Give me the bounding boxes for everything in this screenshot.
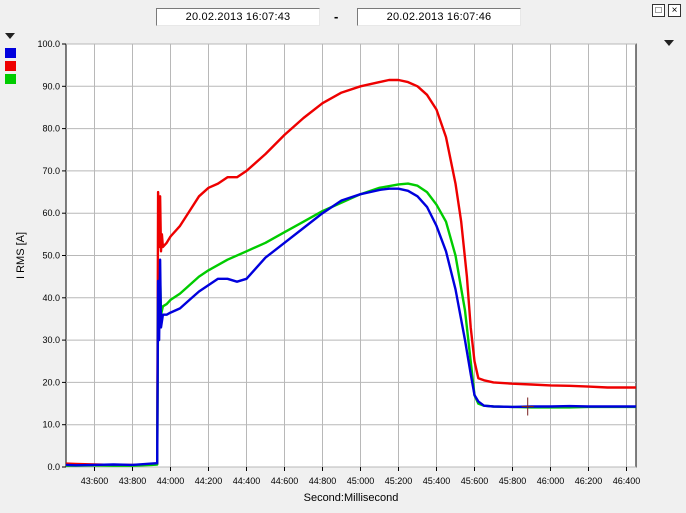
- x-tick-label: 44:800: [309, 476, 337, 486]
- y-tick-label: 40.0: [42, 293, 60, 303]
- axis-ticks: 43:600 43:800 44:000 44:200 44:400 44:600 44:8…: [37, 39, 640, 486]
- y-tick-label: 20.0: [42, 377, 60, 387]
- series-line-blue: [65, 187, 636, 467]
- y-axis-label: I RMS [A]: [15, 232, 27, 279]
- x-tick-label: 45:400: [423, 476, 451, 486]
- x-tick-label: 46:000: [537, 476, 565, 486]
- series-line-red: [65, 78, 636, 467]
- x-axis-label: Second:Millisecond: [304, 492, 399, 504]
- time-range-separator: -: [334, 9, 339, 24]
- cursor-marker: [521, 397, 534, 416]
- legend-swatch-red[interactable]: [5, 61, 16, 71]
- legend-swatch-blue[interactable]: [5, 48, 16, 58]
- grid-lines: [66, 43, 636, 468]
- y-tick-label: 100.0: [37, 39, 60, 49]
- series-lines: [65, 78, 636, 467]
- chart-menu-icon[interactable]: [664, 40, 674, 46]
- x-tick-label: 44:600: [271, 476, 299, 486]
- y-tick-label: 70.0: [42, 166, 60, 176]
- y-tick-label: 80.0: [42, 124, 60, 134]
- x-tick-label: 45:800: [499, 476, 527, 486]
- x-tick-label: 45:600: [461, 476, 489, 486]
- y-tick-label: 0.0: [47, 462, 60, 472]
- x-tick-label: 44:400: [233, 476, 261, 486]
- y-tick-label: 60.0: [42, 208, 60, 218]
- x-tick-label: 44:000: [157, 476, 185, 486]
- x-tick-label: 46:200: [575, 476, 603, 486]
- y-tick-label: 50.0: [42, 251, 60, 261]
- y-tick-label: 90.0: [42, 81, 60, 91]
- x-tick-label: 46:400: [613, 476, 641, 486]
- y-tick-label: 30.0: [42, 335, 60, 345]
- x-tick-label: 43:600: [81, 476, 109, 486]
- x-tick-label: 45:200: [385, 476, 413, 486]
- legend-swatch-green[interactable]: [5, 74, 16, 84]
- y-tick-label: 10.0: [42, 420, 60, 430]
- x-tick-label: 45:000: [347, 476, 375, 486]
- close-window-button[interactable]: ×: [668, 4, 681, 17]
- end-time-field[interactable]: 20.02.2013 16:07:46: [357, 8, 521, 26]
- x-tick-label: 44:200: [195, 476, 223, 486]
- restore-window-button[interactable]: □: [652, 4, 665, 17]
- start-time-field[interactable]: 20.02.2013 16:07:43: [156, 8, 320, 26]
- x-tick-label: 43:800: [119, 476, 147, 486]
- legend-menu-icon[interactable]: [5, 33, 15, 39]
